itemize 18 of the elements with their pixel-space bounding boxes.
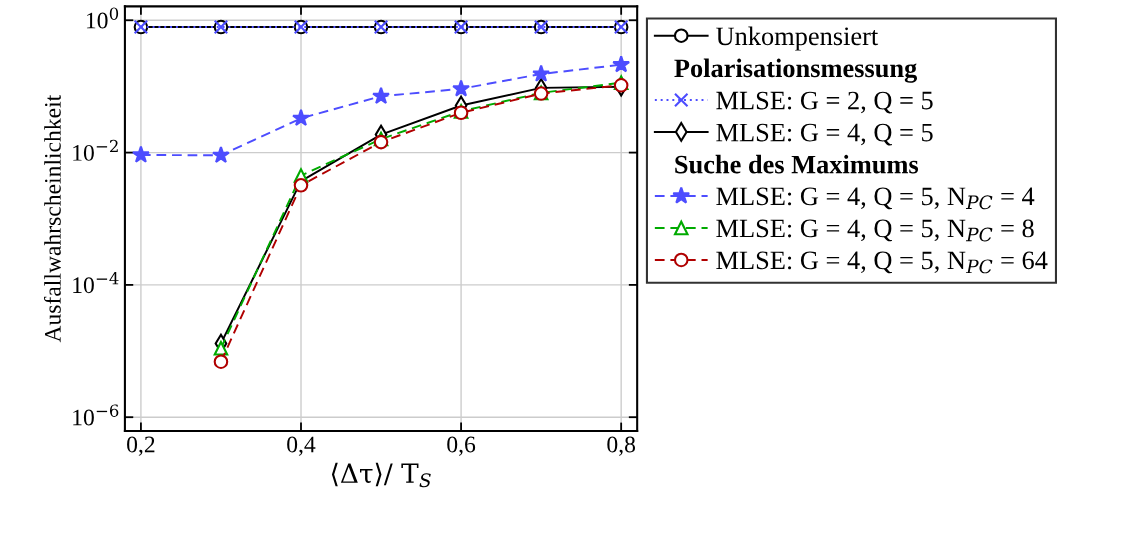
legend-label: Unkompensiert xyxy=(716,26,879,51)
y-tick-label: 10$^{−6}$ xyxy=(73,404,119,426)
legend-label: MLSE: G = 4, Q = 5, N$_{PC}$ = 64 xyxy=(716,251,1048,274)
text: Polarisationsmessung xyxy=(674,58,918,83)
text: Suche des Maximums xyxy=(675,154,919,174)
legend-label: MLSE: G = 2, Q = 5 xyxy=(716,91,933,114)
y-tick-label: 10$^{0}$ xyxy=(86,7,119,29)
x-tick-label: 0,6 xyxy=(447,436,476,456)
legend-label: MLSE: G = 4, Q = 5, N$_{PC}$ = 8 xyxy=(716,219,1034,242)
x-tick-label: 0,4 xyxy=(287,436,316,456)
x-tick-label: 0,2 xyxy=(127,436,155,456)
y-axis-title: Ausfallwahrscheinlichkeit xyxy=(43,94,61,343)
legend-label: MLSE: G = 4, Q = 5 xyxy=(716,123,933,146)
legend-label: MLSE: G = 4, Q = 5, N$_{PC}$ = 4 xyxy=(716,187,1035,210)
y-tick-label: 10$^{−2}$ xyxy=(73,139,118,161)
y-tick-label: 10$^{−4}$ xyxy=(73,272,119,294)
x-tick-label: 0,8 xyxy=(607,436,636,456)
x-axis-title: ⟨Δτ⟩/ T$_{S}$ xyxy=(331,462,431,488)
